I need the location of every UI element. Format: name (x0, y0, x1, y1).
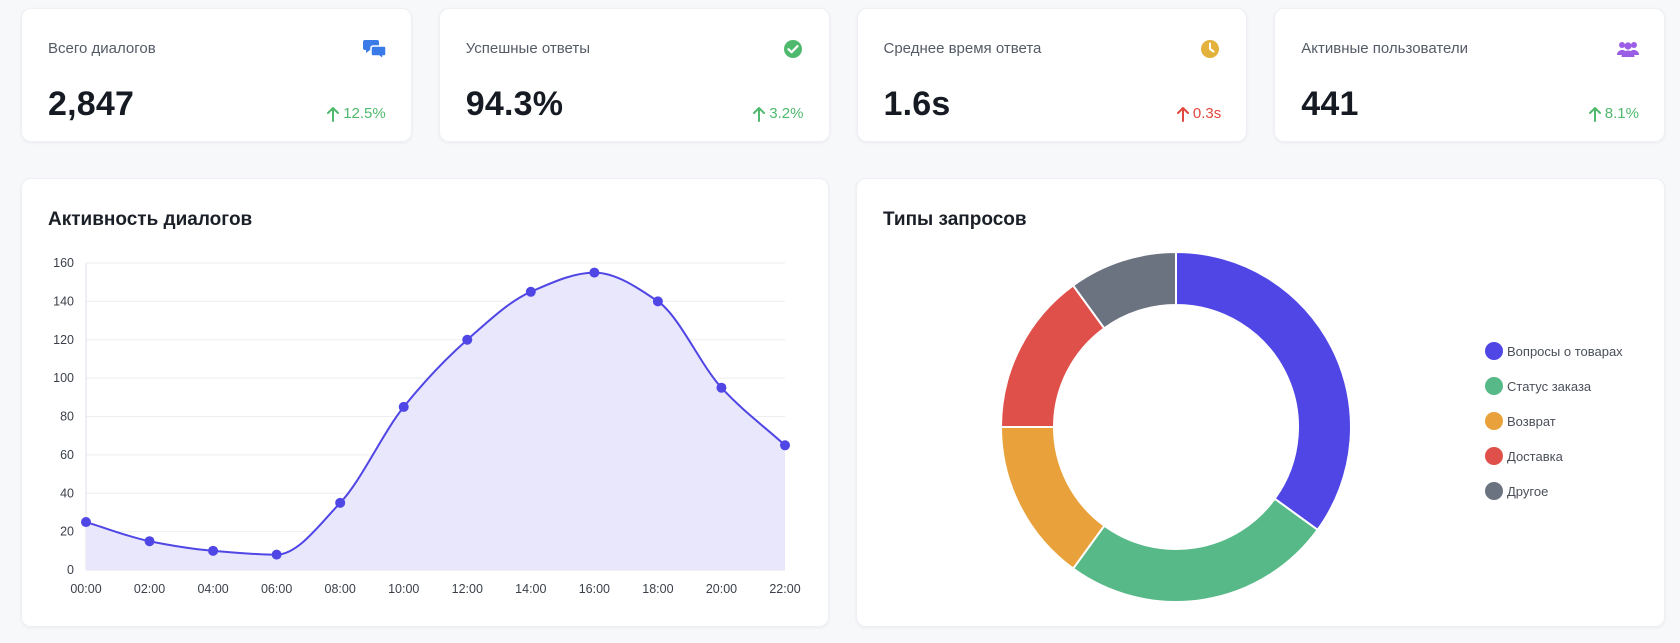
donut-slice (1071, 497, 1319, 603)
request-types-chart (999, 250, 1352, 603)
legend-swatch (1485, 377, 1503, 395)
legend-swatch (1485, 412, 1503, 430)
data-point (208, 545, 219, 556)
legend-swatch (1485, 342, 1503, 360)
stat-value: 2,847 (48, 85, 135, 123)
x-tick-label: 06:00 (261, 582, 292, 596)
stat-trend: 0.3s (1176, 105, 1221, 122)
panel-title: Активность диалогов (48, 209, 253, 230)
stat-value: 94.3% (465, 85, 564, 123)
stat-trend: 8.1% (1588, 105, 1639, 122)
stats-row: Всего диалогов 2,847 12.5% Успешные отве… (21, 8, 1665, 142)
chart-legend: Вопросы о товарах Статус заказа Возврат Дос… (1485, 342, 1623, 500)
stat-trend-value: 0.3s (1192, 105, 1222, 122)
legend-swatch (1485, 447, 1503, 465)
data-point (525, 286, 536, 297)
dialog-activity-panel: Активность диалогов 0 20 40 60 80 100 120 140 16… (21, 178, 829, 627)
stat-label: Всего диалогов (48, 40, 156, 57)
donut-slice (1175, 250, 1352, 532)
legend-item[interactable]: Доставка (1485, 447, 1623, 465)
y-tick-label: 100 (53, 371, 74, 385)
y-tick-label: 0 (67, 563, 74, 577)
legend-item[interactable]: Вопросы о товарах (1485, 342, 1623, 360)
stat-card-total-dialogs: Всего диалогов 2,847 12.5% (21, 8, 412, 142)
x-tick-label: 00:00 (70, 582, 101, 596)
chat-bubbles-icon (362, 37, 387, 61)
data-point (81, 517, 91, 528)
stat-label: Активные пользователи (1301, 40, 1469, 57)
area-fill (86, 272, 785, 570)
stat-trend-value: 3.2% (769, 105, 804, 122)
x-tick-label: 20:00 (706, 582, 737, 596)
data-point (271, 549, 282, 560)
arrow-up-icon (1588, 106, 1601, 122)
x-tick-label: 02:00 (134, 582, 165, 596)
donut-slice (1071, 250, 1177, 330)
legend-label: Вопросы о товарах (1507, 343, 1623, 359)
x-tick-label: 12:00 (452, 582, 483, 596)
x-tick-label: 08:00 (325, 582, 356, 596)
x-tick-label: 18:00 (642, 582, 673, 596)
x-tick-label: 16:00 (579, 582, 610, 596)
data-point (462, 334, 473, 345)
y-tick-label: 120 (53, 333, 74, 347)
x-tick-label: 22:00 (769, 582, 800, 596)
stat-trend-value: 8.1% (1604, 105, 1639, 122)
y-tick-label: 140 (53, 294, 74, 308)
legend-item[interactable]: Статус заказа (1485, 377, 1623, 395)
legend-item[interactable]: Возврат (1485, 412, 1623, 430)
data-point (144, 536, 155, 547)
check-circle-icon (781, 37, 805, 61)
users-icon (1616, 37, 1640, 61)
y-tick-label: 20 (60, 525, 74, 539)
stat-card-avg-response: Среднее время ответа 1.6s 0.3s (856, 8, 1248, 142)
panel-title: Типы запросов (883, 209, 1027, 230)
data-point (589, 267, 600, 278)
stat-label: Среднее время ответа (883, 40, 1042, 57)
data-point (716, 382, 727, 393)
x-tick-label: 04:00 (197, 582, 228, 596)
stat-label: Успешные ответы (465, 40, 591, 57)
stat-trend: 12.5% (326, 105, 386, 122)
y-tick-label: 40 (60, 486, 74, 500)
legend-label: Статус заказа (1507, 378, 1592, 394)
legend-item[interactable]: Другое (1485, 482, 1623, 500)
legend-label: Возврат (1507, 413, 1556, 429)
x-tick-label: 10:00 (388, 582, 419, 596)
data-point (398, 401, 409, 412)
legend-label: Доставка (1507, 448, 1563, 464)
stat-card-success-rate: Успешные ответы 94.3% 3.2% (438, 8, 830, 142)
x-tick-label: 14:00 (515, 582, 546, 596)
arrow-up-icon (327, 106, 340, 122)
stat-card-active-users: Активные пользователи 441 8.1% (1274, 8, 1665, 142)
data-point (780, 440, 790, 451)
y-tick-label: 80 (60, 410, 74, 424)
clock-icon (1198, 37, 1222, 61)
data-point (652, 296, 663, 307)
data-point (335, 497, 346, 508)
stat-trend-value: 12.5% (343, 105, 386, 122)
stat-trend: 3.2% (752, 105, 804, 122)
arrow-up-icon (1176, 106, 1189, 122)
legend-swatch (1485, 482, 1503, 500)
stat-value: 1.6s (883, 85, 951, 123)
dialog-activity-chart: 0 20 40 60 80 100 120 140 160 00:00 02:00 04:00 06:0… (53, 256, 801, 596)
y-tick-label: 160 (53, 256, 74, 270)
y-tick-label: 60 (60, 448, 74, 462)
arrow-up-icon (753, 106, 766, 122)
request-types-panel: Типы запросов Вопросы о товарах Статус за… (856, 178, 1665, 627)
stat-value: 441 (1301, 85, 1359, 123)
legend-label: Другое (1507, 483, 1549, 499)
donut-slice (999, 426, 1106, 570)
